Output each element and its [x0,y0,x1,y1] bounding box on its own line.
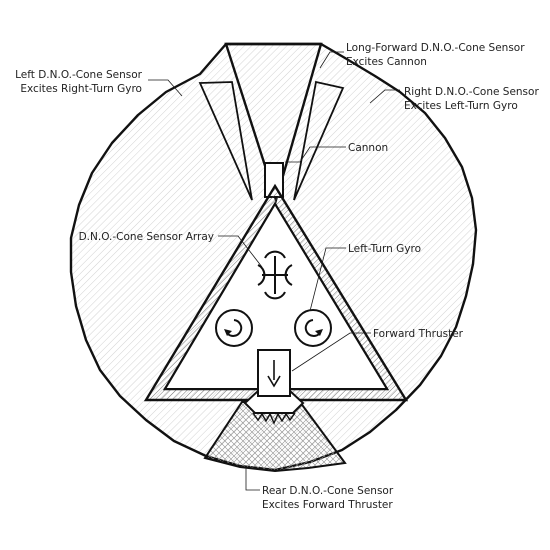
sensor-array-symbol [257,250,293,300]
left-turn-gyro-label: Left-Turn Gyro [348,243,421,255]
leader-lines [148,51,400,491]
left-cone-sensor [198,81,253,201]
right-turn-gyro [215,309,253,347]
left-turn-gyro [294,309,332,347]
rear-sensor-label: Rear D.N.O.-Cone Sensor [262,485,394,497]
right-cone-sensor [293,80,345,201]
sensor-array-label: D.N.O.-Cone Sensor Array [79,231,214,243]
rear-cone-sensor [203,401,347,473]
left-sensor-label: Left D.N.O.-Cone Sensor [15,69,143,81]
forward-thruster [243,349,305,425]
long-forward-sensor-effect: Excites Cannon [346,56,427,68]
forward-thruster-label: Forward Thruster [373,328,464,340]
long-forward-sensor-label: Long-Forward D.N.O.-Cone Sensor [346,42,525,54]
right-sensor-effect: Excites Left-Turn Gyro [404,100,518,112]
left-sensor-effect: Excites Right-Turn Gyro [20,83,142,95]
cannon-label: Cannon [348,142,388,154]
right-sensor-label: Right D.N.O.-Cone Sensor [404,86,539,98]
rear-sensor-effect: Excites Forward Thruster [262,499,393,511]
long-forward-cone-sensor [224,42,323,205]
